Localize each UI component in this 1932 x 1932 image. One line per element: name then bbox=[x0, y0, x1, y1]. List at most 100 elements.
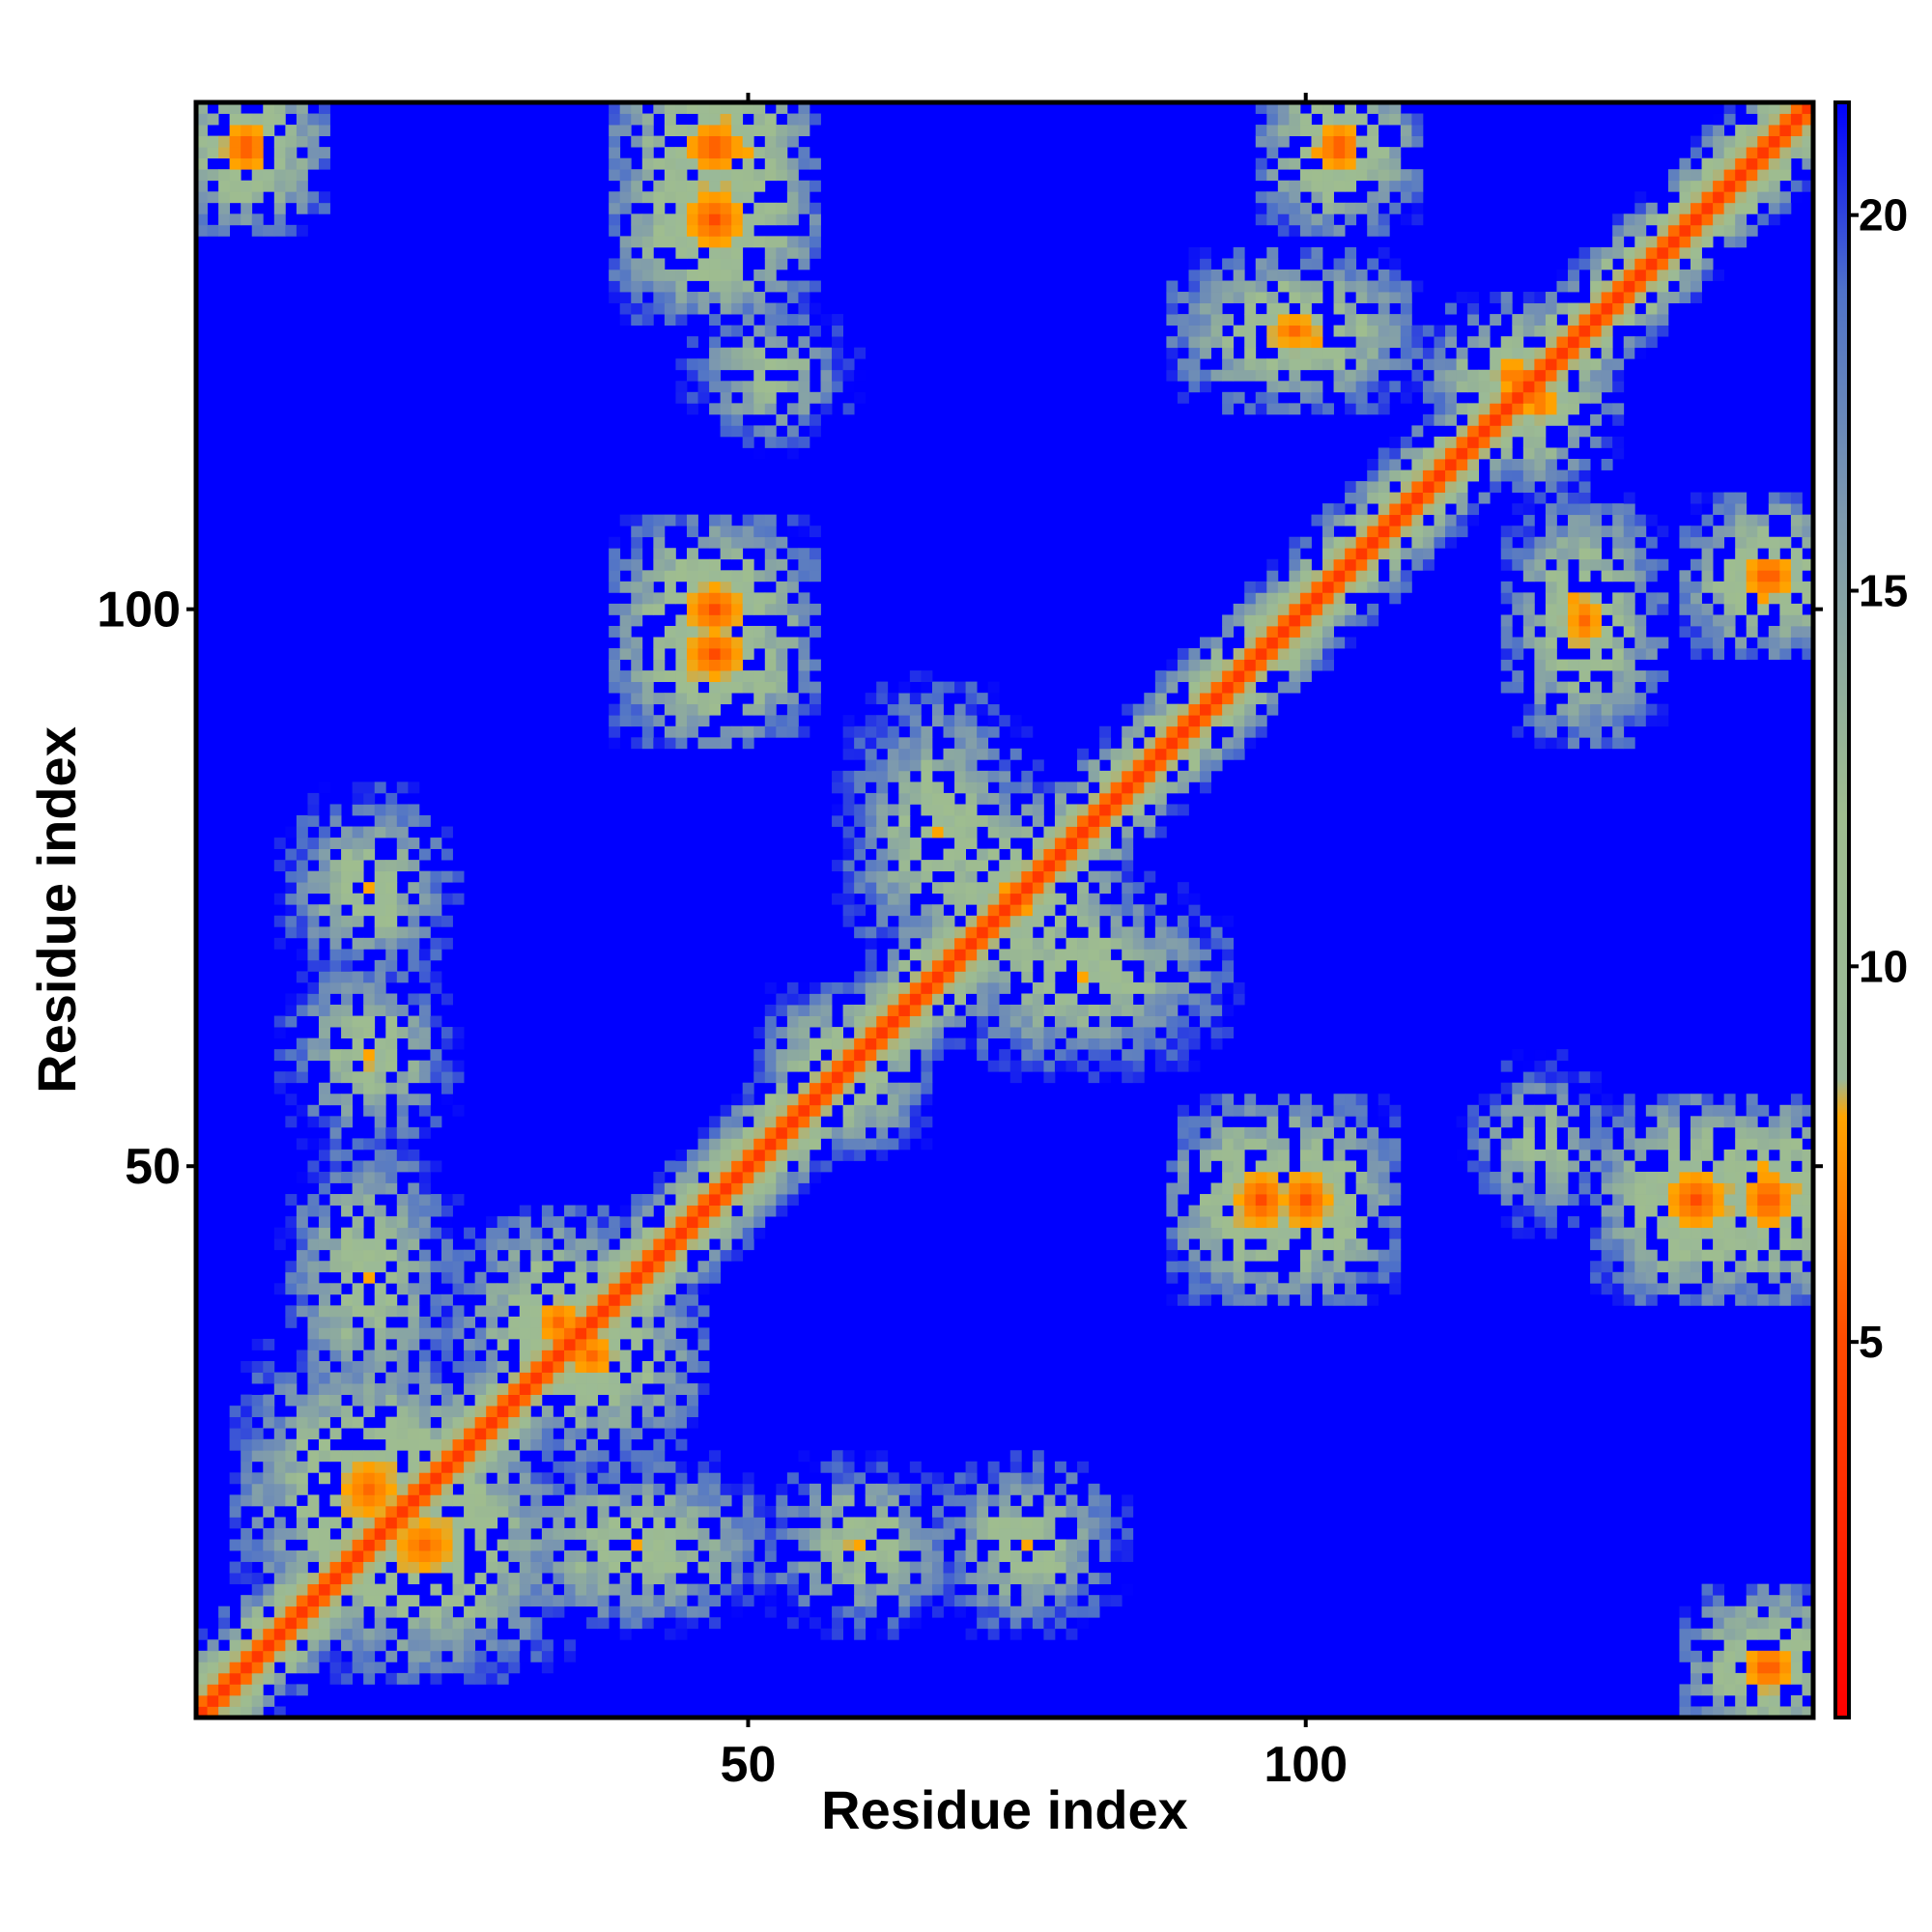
heatmap-cell bbox=[464, 1517, 476, 1529]
heatmap-cell bbox=[452, 1461, 465, 1473]
heatmap-cell bbox=[1612, 703, 1625, 716]
heatmap-cell bbox=[352, 915, 364, 927]
heatmap-cell bbox=[396, 1138, 409, 1151]
heatmap-cell bbox=[553, 1539, 565, 1551]
heatmap-cell bbox=[263, 1583, 275, 1596]
heatmap-cell bbox=[1054, 1060, 1066, 1072]
heatmap-cell bbox=[1779, 1216, 1792, 1229]
heatmap-cell bbox=[1545, 637, 1557, 649]
heatmap-cell bbox=[374, 781, 386, 794]
heatmap-cell bbox=[1556, 536, 1569, 549]
heatmap-cell bbox=[1512, 548, 1524, 560]
heatmap-cell bbox=[229, 1416, 242, 1429]
heatmap-cell bbox=[921, 670, 933, 683]
heatmap-cell bbox=[686, 1305, 698, 1318]
heatmap-cell bbox=[1322, 403, 1334, 415]
heatmap-cell bbox=[486, 1293, 498, 1306]
heatmap-cell bbox=[396, 1527, 409, 1540]
heatmap-cell bbox=[1099, 781, 1112, 794]
heatmap-cell bbox=[865, 860, 877, 872]
heatmap-cell bbox=[1467, 514, 1480, 526]
heatmap-cell bbox=[541, 1383, 554, 1395]
heatmap-cell bbox=[1144, 981, 1156, 994]
heatmap-cell bbox=[641, 737, 654, 750]
heatmap-cell bbox=[1679, 1227, 1691, 1239]
heatmap-cell bbox=[931, 926, 944, 939]
heatmap-cell bbox=[809, 1171, 821, 1183]
heatmap-cell bbox=[832, 1149, 843, 1161]
heatmap-cell bbox=[296, 893, 308, 905]
heatmap-cell bbox=[1757, 1205, 1780, 1217]
heatmap-cell bbox=[1122, 759, 1134, 772]
heatmap-cell bbox=[977, 725, 989, 738]
heatmap-cell bbox=[363, 848, 376, 861]
heatmap-cell bbox=[1634, 1238, 1647, 1251]
heatmap-cell bbox=[1779, 1126, 1792, 1139]
heatmap-cell bbox=[1244, 1249, 1257, 1262]
heatmap-cell bbox=[1021, 781, 1034, 794]
heatmap-cell bbox=[430, 949, 442, 961]
heatmap-cell bbox=[887, 737, 899, 750]
heatmap-cell bbox=[1188, 993, 1201, 1006]
heatmap-cell bbox=[1333, 1160, 1346, 1173]
heatmap-cell bbox=[318, 1293, 330, 1306]
heatmap-cell bbox=[1590, 1138, 1603, 1151]
heatmap-cell bbox=[352, 1338, 364, 1350]
heatmap-cell bbox=[865, 1583, 877, 1596]
heatmap-cell bbox=[609, 1561, 621, 1574]
heatmap-cell bbox=[909, 781, 922, 794]
heatmap-cell bbox=[798, 981, 810, 994]
heatmap-cell bbox=[440, 1205, 453, 1217]
heatmap-cell bbox=[553, 1483, 565, 1495]
heatmap-cell bbox=[865, 1116, 877, 1128]
heatmap-cell bbox=[1255, 581, 1267, 593]
heatmap-cell bbox=[1623, 614, 1635, 627]
heatmap-cell bbox=[1043, 1527, 1056, 1540]
heatmap-cell bbox=[241, 1650, 253, 1662]
heatmap-cell bbox=[1545, 1060, 1557, 1072]
heatmap-cell bbox=[1768, 1126, 1780, 1139]
heatmap-cell bbox=[430, 1494, 442, 1507]
heatmap-cell bbox=[307, 915, 320, 927]
heatmap-cell bbox=[263, 1416, 275, 1429]
heatmap-cell bbox=[1467, 458, 1480, 470]
heatmap-cell bbox=[1802, 526, 1814, 538]
heatmap-cell bbox=[1578, 1094, 1591, 1106]
heatmap-cell bbox=[251, 1383, 264, 1395]
heatmap-cell bbox=[686, 693, 698, 705]
heatmap-cell bbox=[1534, 1194, 1547, 1206]
heatmap-cell bbox=[987, 715, 1000, 727]
heatmap-cell bbox=[1367, 514, 1379, 526]
heatmap-cell bbox=[597, 1305, 610, 1318]
heatmap-cell bbox=[452, 1060, 465, 1072]
heatmap-cell bbox=[1522, 469, 1535, 482]
heatmap-cell bbox=[385, 860, 398, 872]
heatmap-cell bbox=[1289, 570, 1301, 582]
heatmap-cell bbox=[563, 1327, 576, 1340]
heatmap-cell bbox=[999, 770, 1011, 782]
heatmap-cell bbox=[385, 1049, 398, 1062]
heatmap-cell bbox=[753, 1227, 766, 1239]
heatmap-cell bbox=[497, 1450, 521, 1463]
heatmap-cell bbox=[418, 1015, 431, 1028]
heatmap-cell bbox=[1735, 1628, 1747, 1640]
heatmap-cell bbox=[798, 1126, 810, 1139]
heatmap-cell bbox=[753, 1104, 766, 1117]
heatmap-cell bbox=[251, 1694, 264, 1707]
heatmap-cell bbox=[842, 1060, 855, 1072]
heatmap-cell bbox=[1210, 1094, 1223, 1106]
heatmap-cell bbox=[1590, 681, 1603, 694]
heatmap-cell bbox=[563, 1650, 576, 1662]
heatmap-cell bbox=[731, 1182, 744, 1195]
heatmap-cell bbox=[1299, 625, 1312, 638]
heatmap-cell bbox=[987, 1060, 1000, 1072]
heatmap-cell bbox=[664, 670, 676, 683]
heatmap-cell bbox=[1545, 670, 1557, 683]
heatmap-cell bbox=[1545, 1160, 1557, 1173]
heatmap-cell bbox=[519, 1595, 531, 1607]
heatmap-cell bbox=[720, 670, 732, 683]
heatmap-cell bbox=[1233, 1283, 1245, 1295]
heatmap-cell bbox=[898, 1138, 911, 1151]
heatmap-cell bbox=[1779, 1116, 1792, 1128]
heatmap-cell bbox=[541, 1550, 554, 1562]
